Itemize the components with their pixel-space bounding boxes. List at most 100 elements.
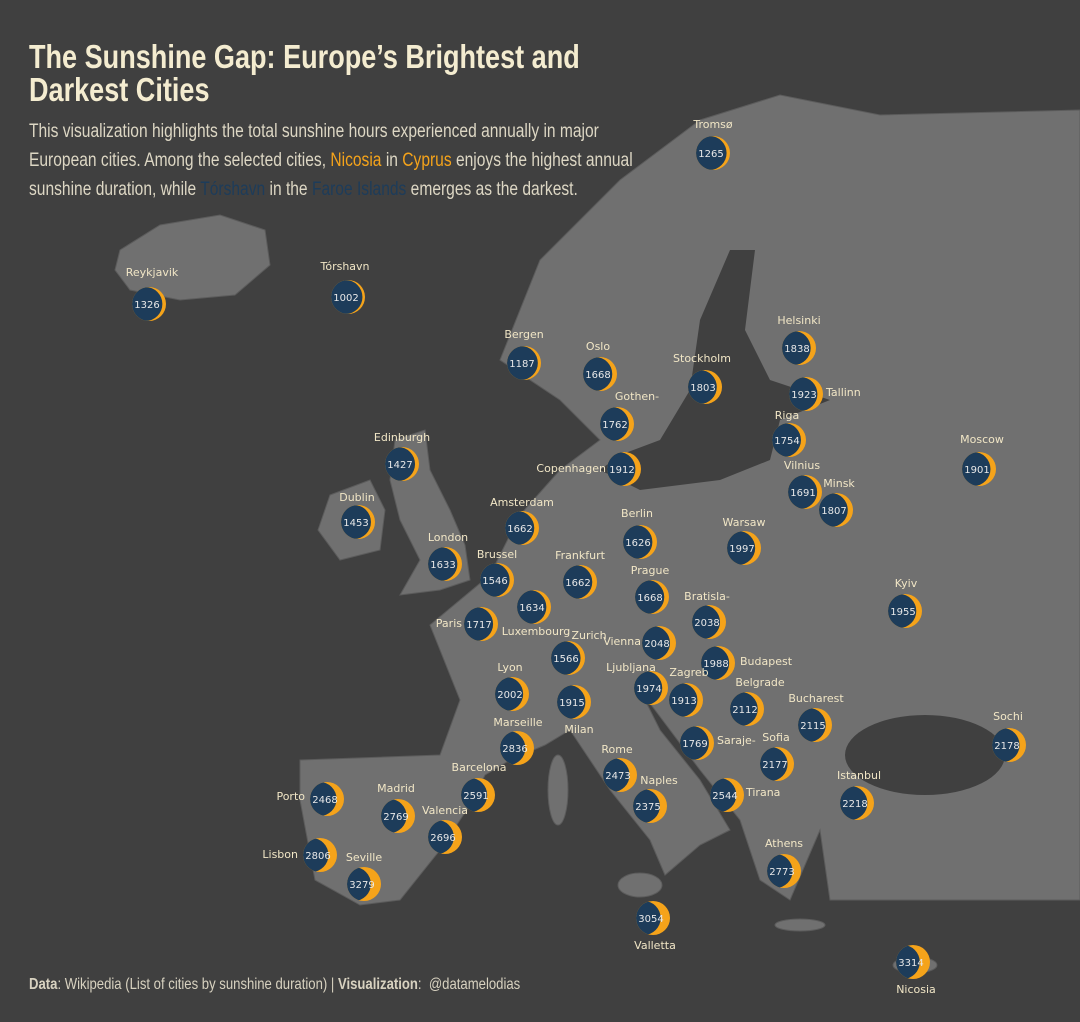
seas	[600, 250, 1005, 795]
city-marker: 1807 Minsk	[819, 477, 855, 527]
city-label: Paris	[436, 617, 462, 630]
city-marker: 1326 Reykjavik	[126, 266, 179, 321]
city-label: Kyiv	[895, 577, 918, 590]
highlight: Faroe Islands	[311, 179, 407, 200]
city-label: Bucharest	[788, 692, 844, 705]
dark-part	[819, 493, 848, 527]
dark-part	[464, 607, 494, 641]
dark-part	[583, 357, 613, 391]
hours-label: 1997	[729, 544, 754, 555]
hours-label: 1762	[602, 420, 627, 431]
hours-label: 1002	[333, 293, 358, 304]
hours-label: 1803	[690, 383, 715, 394]
city-label: Frankfurt	[555, 549, 605, 562]
dark-part	[331, 280, 363, 314]
city-label: Warsaw	[723, 516, 766, 529]
dark-part	[505, 511, 535, 545]
hours-label: 1691	[790, 488, 815, 499]
dark-part	[517, 590, 547, 624]
city-label: Tallinn	[825, 386, 861, 399]
dark-part	[495, 677, 524, 711]
city-marker: 3054 Valletta	[634, 901, 676, 952]
hours-label: 1668	[637, 593, 662, 604]
city-label: Rome	[601, 743, 633, 756]
dark-part	[303, 838, 329, 872]
hours-label: 1754	[774, 436, 799, 447]
city-marker: 1901 Moscow	[960, 433, 1004, 486]
hours-label: 1912	[609, 465, 634, 476]
footer-label: Data	[29, 976, 58, 993]
dark-part	[642, 626, 670, 660]
hours-label: 2115	[800, 721, 825, 732]
hours-label: 1633	[430, 560, 455, 571]
city-marker: 1913 Zagreb	[669, 666, 709, 717]
city-marker: 1668 Oslo	[583, 340, 617, 391]
hours-label: 2696	[430, 833, 455, 844]
city-label: Vienna	[603, 635, 641, 648]
hours-label: 2773	[769, 867, 794, 878]
city-marker: 1662 Frankfurt	[555, 549, 606, 599]
hours-label: 1717	[466, 620, 491, 631]
dark-part	[669, 683, 698, 717]
hours-label: 3279	[349, 880, 374, 891]
city-label: Tromsø	[692, 118, 733, 131]
hours-label: 2806	[305, 851, 330, 862]
city-label: Zagreb	[669, 666, 708, 679]
city-label: Bratisla-	[684, 590, 730, 603]
hours-label: 1807	[821, 506, 846, 517]
city-marker: 2544 Tirana	[710, 778, 780, 812]
footer: Data: Wikipedia (List of cities by sunsh…	[29, 976, 603, 994]
hours-label: 2473	[605, 771, 630, 782]
description-text: in	[381, 150, 403, 171]
city-label: Athens	[765, 837, 803, 850]
hours-label: 1955	[890, 607, 915, 618]
city-marker: 1923 Tallinn	[789, 377, 861, 411]
hours-label: 3314	[898, 958, 923, 969]
city-label: Edinburgh	[374, 431, 430, 444]
city-label: Naples	[640, 774, 678, 787]
dark-part	[600, 407, 629, 441]
dark-part	[607, 452, 636, 486]
hours-label: 1626	[625, 538, 650, 549]
city-label: Nicosia	[896, 983, 936, 996]
iceland	[114, 214, 271, 301]
corsica-sardinia	[547, 754, 569, 826]
city-label: Sofia	[762, 731, 789, 744]
dark-part	[962, 452, 991, 486]
hours-label: 2591	[463, 791, 488, 802]
city-label: Lisbon	[262, 848, 298, 861]
city-marker: 2806 Lisbon	[262, 838, 337, 872]
city-label: Zurich	[571, 629, 606, 642]
dark-part	[696, 136, 727, 170]
black-sea	[845, 715, 1005, 795]
city-marker: 2038 Bratisla-	[684, 590, 730, 639]
city-label: Lyon	[497, 661, 522, 674]
city-marker: 1988 Budapest	[701, 646, 793, 680]
city-marker: 1626 Berlin	[621, 507, 657, 559]
hours-label: 1265	[698, 149, 723, 160]
dark-part	[788, 475, 818, 509]
dark-part	[727, 531, 756, 565]
hours-label: 2769	[383, 812, 408, 823]
hours-label: 2112	[732, 705, 757, 716]
baltic-sea	[600, 250, 830, 490]
city-label: Marseille	[493, 716, 542, 729]
city-marker: 1915 Milan	[557, 685, 594, 736]
hours-label: 2468	[312, 795, 337, 806]
markers: 1265 Tromsø 1326 Reykjavik 1002 Tórshavn 1187 B…	[126, 118, 1026, 996]
city-label: Minsk	[823, 477, 855, 490]
city-marker: 2836 Marseille	[493, 716, 543, 765]
city-marker: 1265 Tromsø	[692, 118, 733, 170]
hours-label: 2002	[497, 690, 522, 701]
hours-label: 1427	[387, 460, 412, 471]
city-marker: 1662 Amsterdam	[490, 496, 554, 545]
city-label: Budapest	[740, 655, 793, 668]
hours-label: 2048	[644, 639, 669, 650]
dark-part	[680, 726, 709, 760]
dark-part	[896, 945, 920, 979]
city-label: Madrid	[377, 782, 415, 795]
